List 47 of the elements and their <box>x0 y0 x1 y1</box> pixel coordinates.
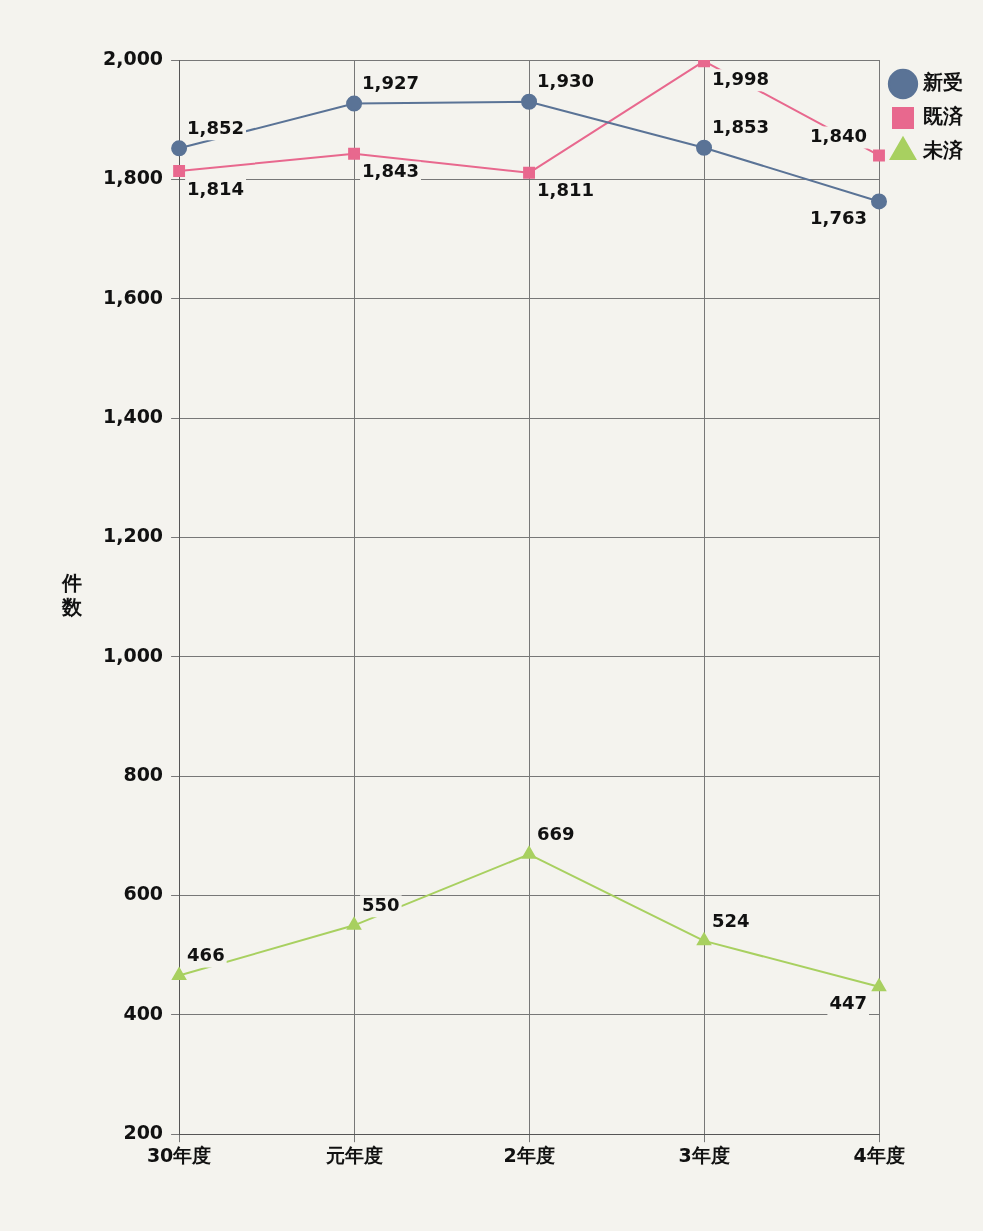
data-label: 1,927 <box>362 72 420 94</box>
x-tick-label: 元年度 <box>324 1143 383 1166</box>
y-tick-label: 800 <box>123 763 164 786</box>
y-tick-label: 600 <box>123 882 164 905</box>
data-label: 669 <box>537 822 575 844</box>
point <box>871 193 887 210</box>
point <box>696 139 713 156</box>
data-label: 1,840 <box>810 125 867 147</box>
point <box>873 149 885 162</box>
point <box>347 917 362 930</box>
point <box>521 93 538 110</box>
data-label: 550 <box>362 894 400 915</box>
point <box>172 967 187 980</box>
point <box>521 846 537 859</box>
data-label: 1,843 <box>362 160 420 182</box>
point <box>171 140 188 157</box>
point <box>523 166 535 179</box>
y-tick-label: 1,400 <box>102 405 164 427</box>
y-tick-label: 1,200 <box>102 524 164 547</box>
data-label: 1,814 <box>187 177 245 199</box>
y-tick-label: 1,000 <box>102 643 164 666</box>
y-tick-label: 2,000 <box>102 46 164 69</box>
y-axis-title: 件数 <box>61 571 83 620</box>
data-label: 1,853 <box>712 116 769 138</box>
data-label: 1,811 <box>537 179 594 201</box>
data-label: 1,763 <box>810 207 867 229</box>
y-tick-label: 1,800 <box>102 166 164 189</box>
point <box>871 978 887 992</box>
y-tick-label: 400 <box>123 1001 164 1024</box>
data-label: 447 <box>829 992 867 1014</box>
y-tick-label: 1,600 <box>102 285 164 308</box>
legend-label: 新受 <box>922 70 963 95</box>
data-label: 524 <box>712 909 750 931</box>
point <box>348 147 361 160</box>
legend-label: 既済 <box>923 104 964 129</box>
data-label: 1,998 <box>712 67 769 89</box>
data-label: 1,930 <box>537 70 594 92</box>
x-tick-label: 2年度 <box>503 1143 555 1166</box>
x-tick-label: 3年度 <box>678 1143 730 1166</box>
point <box>696 932 712 946</box>
data-label: 466 <box>187 944 225 966</box>
legend-label: 未済 <box>922 138 964 163</box>
point <box>346 95 363 112</box>
data-label: 1,852 <box>187 116 245 138</box>
y-tick-label: 200 <box>123 1121 164 1144</box>
x-tick-label: 30年度 <box>146 1143 212 1166</box>
x-tick-label: 4年度 <box>853 1143 905 1166</box>
